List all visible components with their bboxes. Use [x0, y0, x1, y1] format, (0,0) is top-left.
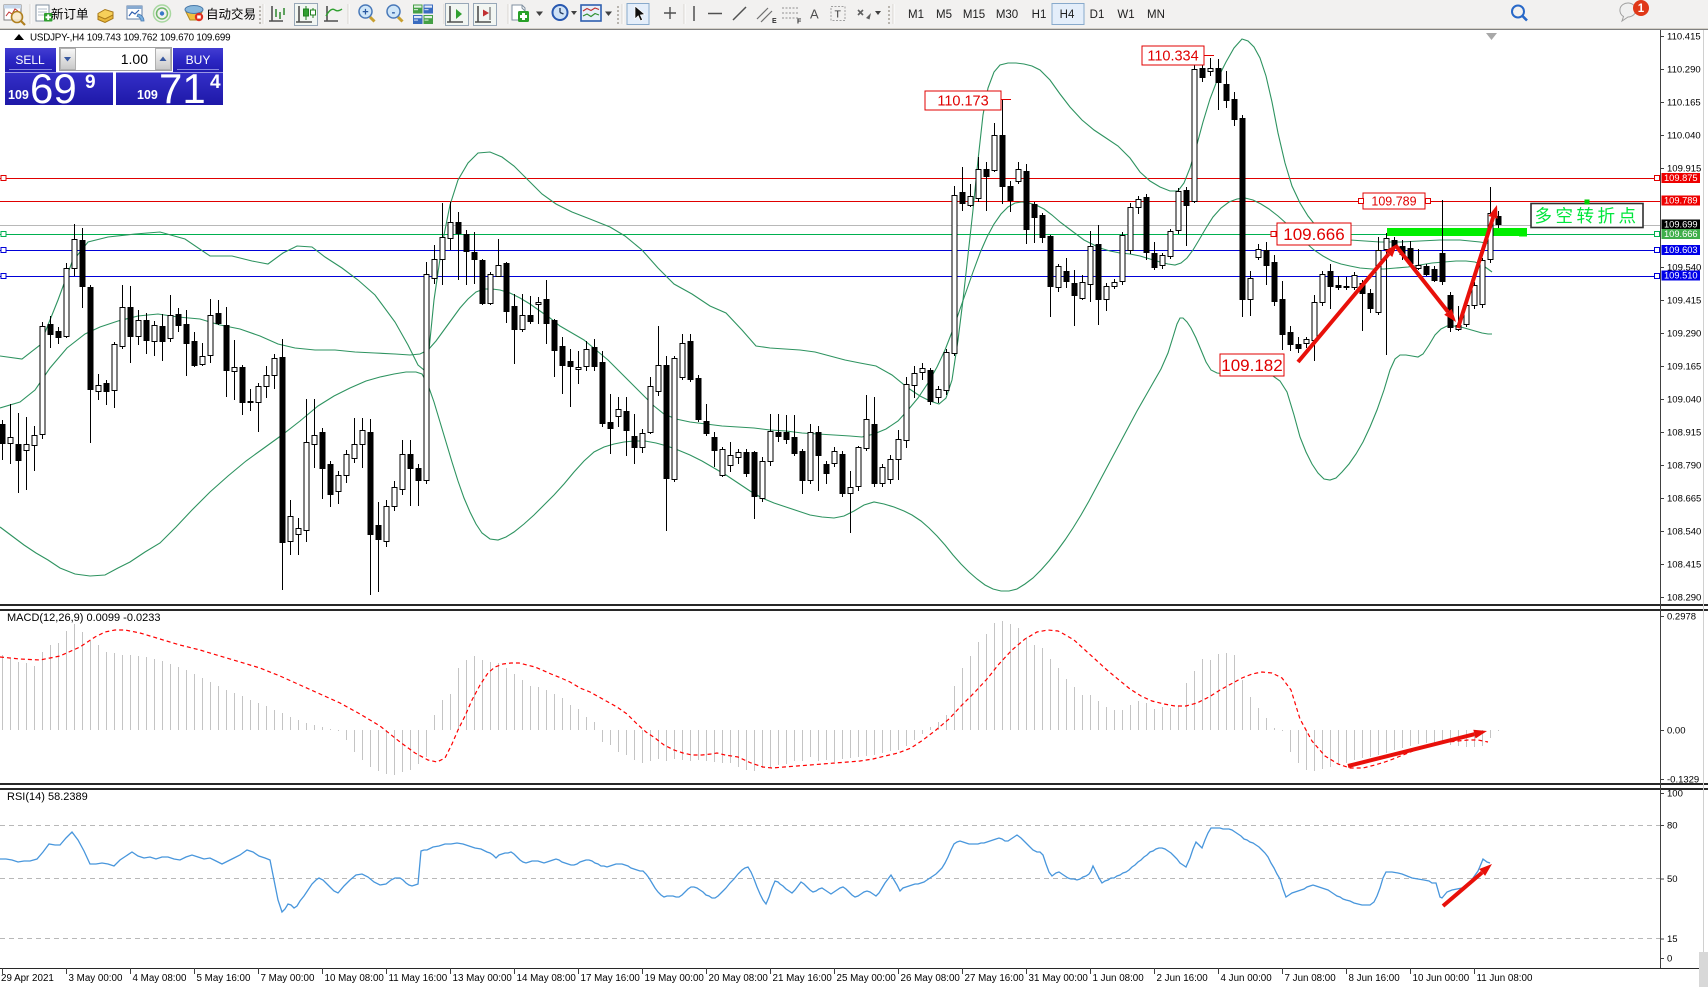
svg-text:BUY: BUY [186, 53, 211, 67]
svg-text:+: + [362, 7, 368, 19]
svg-text:11 May 16:00: 11 May 16:00 [389, 973, 448, 984]
svg-text:109.040: 109.040 [1667, 394, 1701, 405]
svg-text:-: - [392, 7, 396, 19]
svg-text:110.173: 110.173 [937, 94, 988, 110]
svg-text:10 Jun 00:00: 10 Jun 00:00 [1413, 973, 1470, 984]
svg-text:11 Jun 08:00: 11 Jun 08:00 [1477, 973, 1533, 984]
svg-text:3 May 00:00: 3 May 00:00 [69, 973, 123, 984]
svg-text:108.415: 108.415 [1667, 559, 1701, 570]
svg-text:F: F [797, 19, 802, 26]
svg-text:109.290: 109.290 [1667, 328, 1701, 339]
svg-text:109.666: 109.666 [1664, 229, 1698, 239]
svg-text:13 May 00:00: 13 May 00:00 [453, 973, 513, 984]
svg-text:14 May 08:00: 14 May 08:00 [517, 973, 577, 984]
svg-text:109.915: 109.915 [1667, 163, 1701, 174]
svg-text:4 May 08:00: 4 May 08:00 [133, 973, 187, 984]
svg-text:108.915: 108.915 [1667, 427, 1701, 438]
svg-text:0: 0 [1667, 953, 1672, 964]
svg-text:69: 69 [30, 65, 77, 112]
svg-text:109.789: 109.789 [1664, 196, 1698, 206]
svg-text:108.540: 108.540 [1667, 526, 1701, 537]
svg-text:M1: M1 [908, 9, 924, 21]
svg-text:110.290: 110.290 [1667, 64, 1701, 75]
svg-text:USDJPY-,H4 109.743 109.762 10: USDJPY-,H4 109.743 109.762 109.670 109.6… [30, 33, 230, 44]
svg-text:108.665: 108.665 [1667, 493, 1701, 504]
svg-text:108.790: 108.790 [1667, 460, 1701, 471]
svg-text:109.699: 109.699 [1664, 220, 1698, 230]
svg-text:25 May 00:00: 25 May 00:00 [837, 973, 897, 984]
svg-text:自动交易: 自动交易 [206, 7, 256, 22]
svg-text:21 May 16:00: 21 May 16:00 [773, 973, 833, 984]
svg-text:109.510: 109.510 [1664, 271, 1698, 281]
svg-text:19 May 00:00: 19 May 00:00 [645, 973, 705, 984]
svg-text:110.165: 110.165 [1667, 97, 1701, 108]
svg-text:1 Jun 08:00: 1 Jun 08:00 [1093, 973, 1145, 984]
svg-text:2 Jun 16:00: 2 Jun 16:00 [1157, 973, 1209, 984]
svg-text:109.165: 109.165 [1667, 361, 1701, 372]
svg-text:0.2978: 0.2978 [1667, 611, 1696, 622]
svg-text:17 May 16:00: 17 May 16:00 [581, 973, 641, 984]
svg-text:多空转折点: 多空转折点 [1535, 206, 1640, 226]
svg-text:26 May 08:00: 26 May 08:00 [901, 973, 961, 984]
svg-text:31 May 00:00: 31 May 00:00 [1029, 973, 1089, 984]
svg-text:A: A [810, 7, 819, 22]
svg-text:9: 9 [85, 72, 96, 93]
svg-text:8 Jun 16:00: 8 Jun 16:00 [1349, 973, 1401, 984]
svg-text:109.415: 109.415 [1667, 295, 1701, 306]
svg-text:0.00: 0.00 [1667, 725, 1686, 736]
svg-text:7 Jun 08:00: 7 Jun 08:00 [1285, 973, 1337, 984]
svg-text:MACD(12,26,9) 0.0099 -0.0233: MACD(12,26,9) 0.0099 -0.0233 [7, 612, 160, 624]
svg-text:109: 109 [8, 88, 29, 102]
svg-text:M5: M5 [936, 9, 952, 21]
svg-text:109.666: 109.666 [1283, 225, 1344, 244]
svg-text:109.875: 109.875 [1664, 173, 1698, 183]
svg-text:110.334: 110.334 [1147, 49, 1198, 65]
svg-text:50: 50 [1667, 874, 1678, 885]
svg-text:109.789: 109.789 [1371, 195, 1416, 209]
svg-text:1: 1 [1638, 3, 1645, 15]
svg-text:H1: H1 [1032, 9, 1047, 21]
svg-text:80: 80 [1667, 820, 1678, 831]
svg-text:4 Jun 00:00: 4 Jun 00:00 [1221, 973, 1273, 984]
svg-text:109: 109 [137, 88, 158, 102]
svg-text:108.290: 108.290 [1667, 592, 1701, 603]
svg-text:SELL: SELL [15, 53, 45, 67]
svg-text:1.00: 1.00 [121, 51, 148, 67]
svg-text:29 Apr 2021: 29 Apr 2021 [1, 973, 54, 984]
svg-text:W1: W1 [1117, 9, 1134, 21]
svg-text:110.415: 110.415 [1667, 31, 1701, 42]
svg-text:E: E [772, 18, 777, 25]
svg-text:H4: H4 [1060, 9, 1075, 21]
svg-text:15: 15 [1667, 934, 1678, 945]
svg-text:7 May 00:00: 7 May 00:00 [261, 973, 315, 984]
svg-text:M30: M30 [996, 9, 1018, 21]
svg-text:100: 100 [1667, 788, 1683, 799]
svg-text:RSI(14) 58.2389: RSI(14) 58.2389 [7, 791, 88, 803]
svg-text:109.182: 109.182 [1221, 356, 1282, 375]
svg-text:5 May 16:00: 5 May 16:00 [197, 973, 251, 984]
svg-text:4: 4 [210, 72, 221, 93]
svg-text:110.040: 110.040 [1667, 130, 1701, 141]
svg-text:20 May 08:00: 20 May 08:00 [709, 973, 769, 984]
svg-text:新订单: 新订单 [51, 7, 89, 22]
svg-text:-0.1329: -0.1329 [1667, 774, 1699, 785]
svg-text:D1: D1 [1090, 9, 1105, 21]
svg-text:M15: M15 [963, 9, 985, 21]
svg-text:T: T [835, 9, 842, 21]
svg-text:10 May 08:00: 10 May 08:00 [325, 973, 385, 984]
svg-text:109.540: 109.540 [1667, 262, 1701, 273]
svg-text:71: 71 [159, 65, 206, 112]
svg-text:MN: MN [1147, 9, 1165, 21]
svg-text:27 May 16:00: 27 May 16:00 [965, 973, 1025, 984]
svg-text:109.603: 109.603 [1664, 245, 1698, 255]
